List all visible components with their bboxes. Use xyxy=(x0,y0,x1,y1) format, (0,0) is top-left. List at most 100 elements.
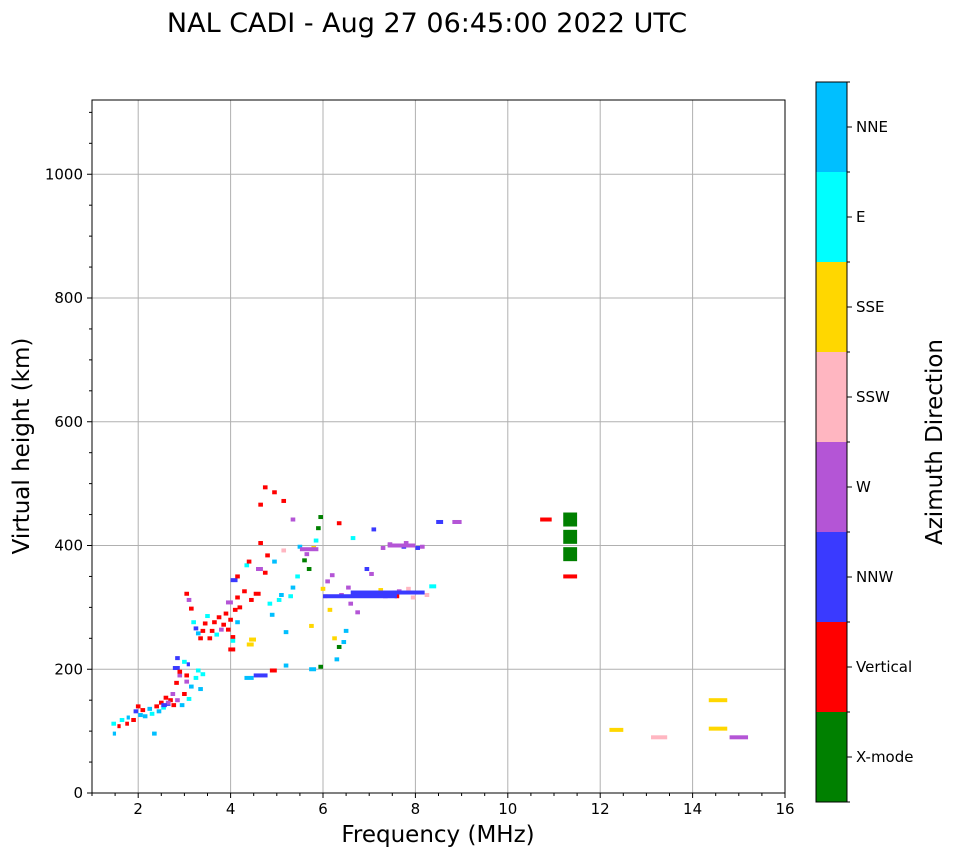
echo-mark-w xyxy=(290,517,296,522)
echo-mark-w xyxy=(170,692,176,696)
echo-mark-vertical xyxy=(249,597,254,602)
echo-mark-w xyxy=(403,541,409,546)
echo-mark-nne xyxy=(272,559,277,564)
echo-mark-nnw xyxy=(371,527,377,532)
echo-mark-e xyxy=(111,721,117,726)
echo-mark-x-mode xyxy=(316,526,321,531)
echo-mark-sse xyxy=(609,727,624,732)
echo-mark-vertical xyxy=(232,607,238,612)
echo-mark-ssw xyxy=(410,595,416,600)
echo-mark-vertical xyxy=(171,703,177,708)
echo-mark-vertical xyxy=(230,635,236,640)
echo-mark-nne xyxy=(179,703,185,708)
echo-mark-e xyxy=(149,711,155,716)
echo-mark-sse xyxy=(327,607,333,612)
echo-mark-e xyxy=(244,563,250,568)
echo-mark-ssw xyxy=(406,586,411,591)
echo-mark-x-mode xyxy=(302,558,307,563)
echo-mark-sse xyxy=(249,637,257,642)
echo-mark-vertical xyxy=(200,628,206,633)
echo-mark-vertical xyxy=(262,570,268,575)
chart-title: NAL CADI - Aug 27 06:45:00 2022 UTC xyxy=(167,8,687,39)
echo-mark-vertical xyxy=(154,704,159,709)
echo-mark-w xyxy=(177,673,183,678)
echo-mark-e xyxy=(230,638,236,643)
echo-mark-vertical xyxy=(184,673,190,678)
echo-mark-e xyxy=(119,717,125,722)
echo-mark-nnw xyxy=(323,594,397,599)
colorbar-tick-label: Vertical xyxy=(856,658,912,676)
echo-mark-sse xyxy=(378,588,384,593)
echo-mark-vertical xyxy=(258,541,263,546)
echo-mark-nnw xyxy=(415,545,421,550)
echo-mark-w xyxy=(369,571,374,576)
echo-mark-x-mode xyxy=(318,664,323,669)
echo-mark-vertical xyxy=(207,636,213,641)
echo-mark-w xyxy=(355,610,360,615)
colorbar-frame xyxy=(815,81,848,803)
echo-mark-x-mode xyxy=(306,567,312,572)
echo-mark-vertical xyxy=(269,668,277,673)
echo-mark-nne xyxy=(309,667,317,672)
echo-mark-w xyxy=(184,679,190,684)
echo-mark-e xyxy=(295,574,300,579)
echo-mark-nnw xyxy=(172,666,180,671)
colorbar-swatch xyxy=(816,532,847,622)
echo-mark-w xyxy=(452,519,462,524)
x-tick-label: 4 xyxy=(226,800,236,818)
echo-mark-nne xyxy=(198,687,203,692)
echo-mark-nne xyxy=(138,713,143,718)
echo-mark-w xyxy=(348,601,354,606)
echo-mark-w xyxy=(304,552,310,557)
echo-mark-vertical xyxy=(281,498,287,503)
echo-mark-vertical xyxy=(168,698,173,703)
echo-mark-vertical xyxy=(174,680,179,685)
echo-mark-nnw xyxy=(364,567,370,572)
echo-mark-w xyxy=(380,545,386,550)
echo-mark-x-mode xyxy=(563,529,578,544)
echo-mark-e xyxy=(186,696,192,701)
echo-mark-nne xyxy=(156,709,162,714)
echo-mark-nnw xyxy=(186,662,190,667)
x-tick-label: 6 xyxy=(318,800,328,818)
echo-mark-vertical xyxy=(184,591,190,596)
echo-mark-nne xyxy=(283,663,289,668)
echo-mark-e xyxy=(350,536,356,541)
echo-mark-e xyxy=(313,538,319,543)
echo-mark-nne xyxy=(152,731,157,736)
echo-mark-sse xyxy=(320,586,326,591)
echo-mark-nne xyxy=(341,640,347,645)
echo-mark-nne xyxy=(297,544,303,549)
echo-mark-e xyxy=(267,601,273,606)
x-tick-label: 14 xyxy=(683,800,702,818)
echo-mark-nne xyxy=(334,657,340,662)
echo-mark-vertical xyxy=(177,669,183,674)
colorbar-tick-label: NNE xyxy=(856,118,888,136)
echo-mark-nne xyxy=(147,706,153,711)
echo-mark-vertical xyxy=(237,605,243,610)
echo-mark-ssw xyxy=(651,735,668,740)
echo-mark-w xyxy=(299,547,319,552)
echo-mark-e xyxy=(429,584,437,589)
echo-mark-sse xyxy=(332,636,337,641)
echo-mark-nnw xyxy=(193,626,199,631)
y-tick-label: 800 xyxy=(54,289,83,307)
echo-mark-vertical xyxy=(258,502,263,507)
y-axis-label: Virtual height (km) xyxy=(9,338,35,555)
echo-mark-w xyxy=(256,567,263,572)
echo-mark-nne xyxy=(283,630,289,635)
colorbar-swatch xyxy=(816,712,847,802)
x-tick-label: 16 xyxy=(775,800,794,818)
echo-mark-vertical xyxy=(221,622,226,627)
echo-mark-nnw xyxy=(350,590,425,595)
echo-mark-nnw xyxy=(133,709,139,714)
echo-mark-vertical xyxy=(265,553,270,558)
echo-mark-vertical xyxy=(125,721,129,726)
echo-mark-vertical xyxy=(228,617,233,622)
colorbar-swatch xyxy=(816,262,847,352)
echo-mark-vertical xyxy=(272,490,277,495)
colorbar-tick-label: SSW xyxy=(856,388,890,406)
colorbar-label: Azimuth Direction xyxy=(922,339,948,545)
echo-mark-x-mode xyxy=(318,515,323,520)
